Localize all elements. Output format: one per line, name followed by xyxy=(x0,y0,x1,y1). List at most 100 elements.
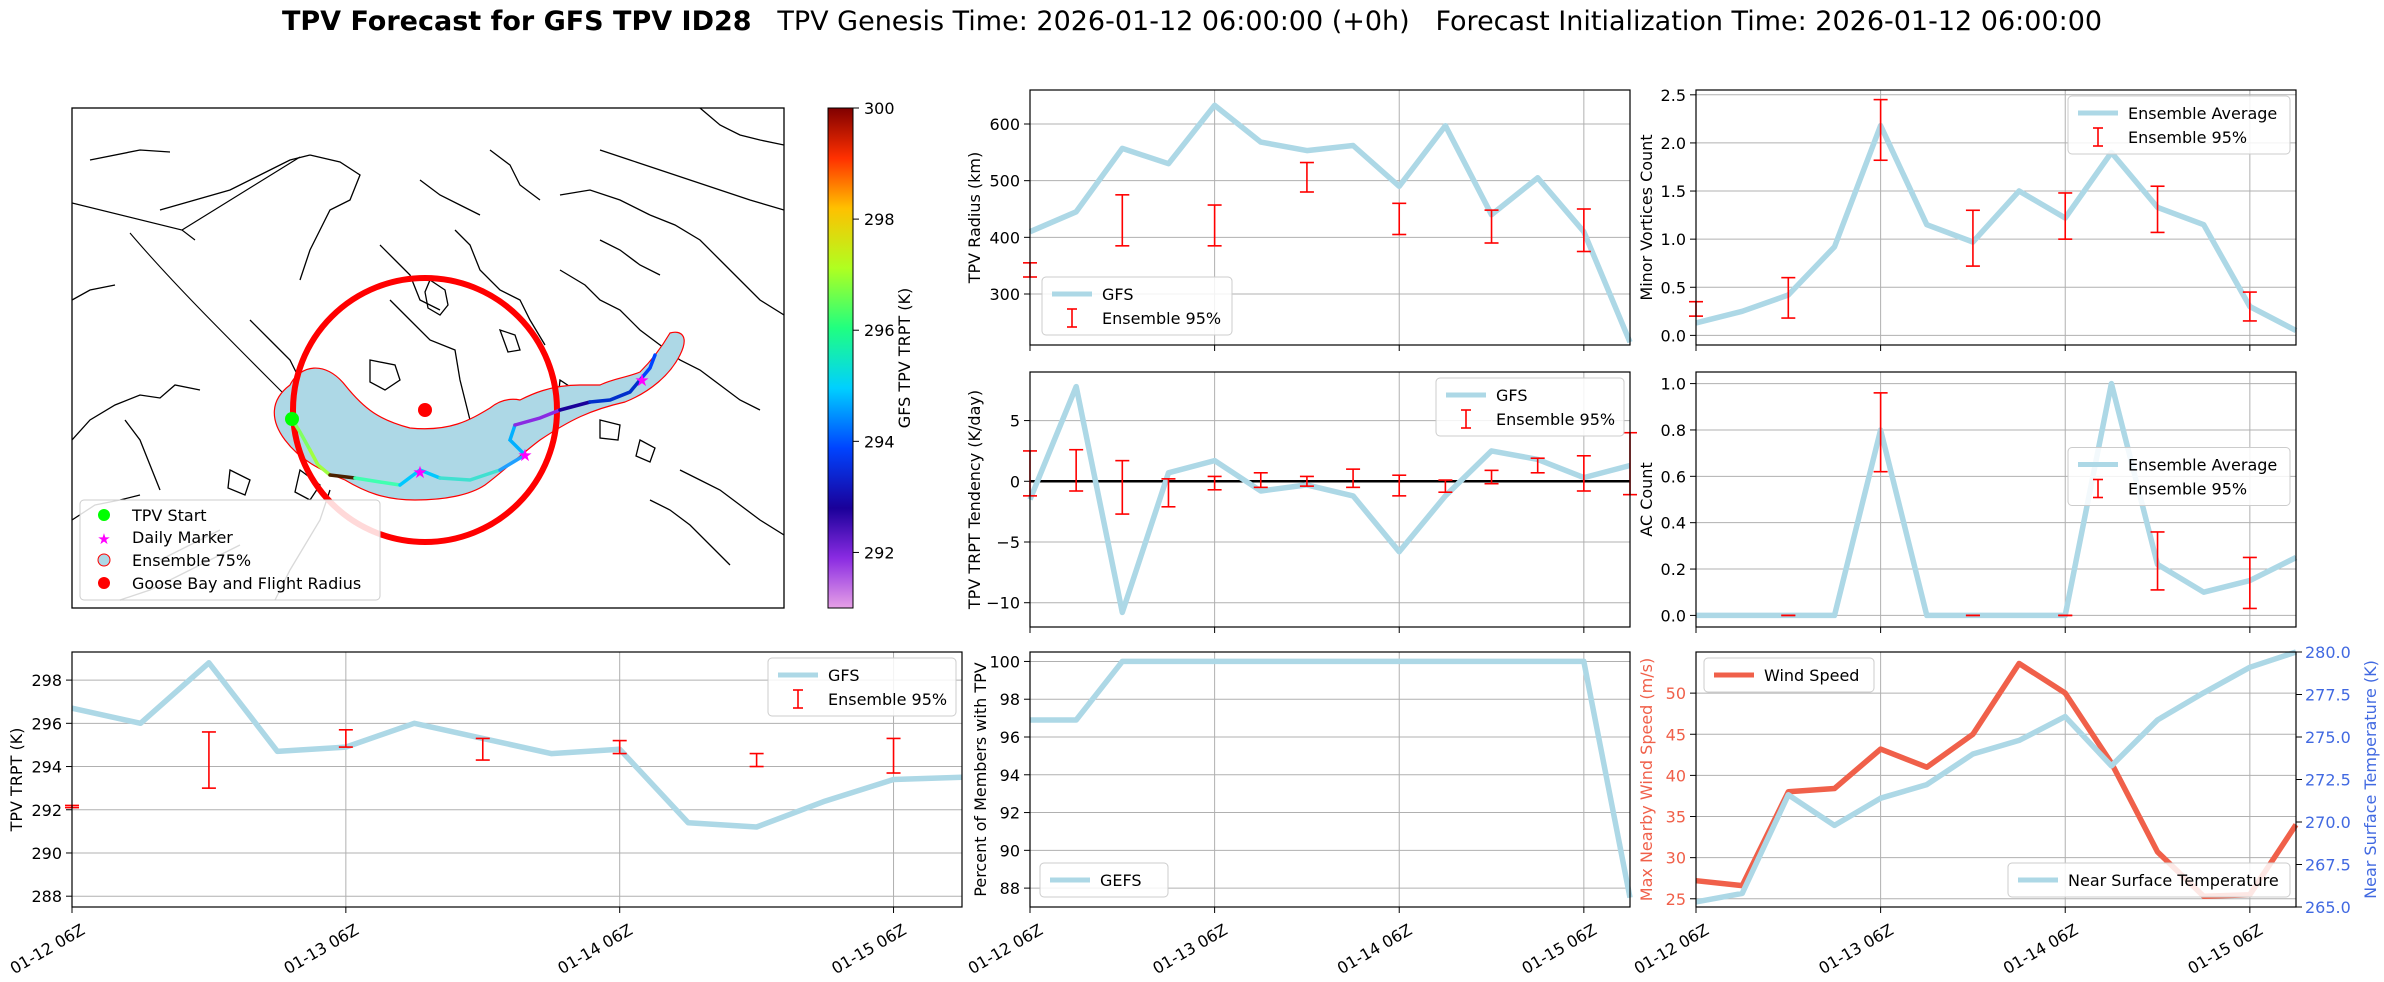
ac-errorbar xyxy=(2150,531,2165,591)
wind-ytick-label: 40 xyxy=(1666,766,1686,785)
percent-xtick-label: 01-13 06Z xyxy=(1149,920,1230,978)
minor-errorbar xyxy=(1965,209,1980,267)
radius-chart: 300 400 500 600 TPV Radius (km) GFS Ensemble 9… xyxy=(965,89,1633,351)
tendency-errorbar xyxy=(1438,479,1453,494)
trpt-errorbar xyxy=(338,728,353,748)
tendency-chart: −10 −5 0 5 TPV TRPT Tendency (K/day) GFS Ensem… xyxy=(965,371,1637,633)
tendency-ytick-label: 0 xyxy=(1010,472,1020,491)
percent-chart: 88 90 92 94 96 98 100 01-12 06Z 01-13 06Z 01-14 0… xyxy=(965,651,1633,978)
wind-legend: Near Surface Temperature xyxy=(2007,862,2291,898)
radius-errorbar xyxy=(1207,204,1222,247)
colorbar-tick-label: 296 xyxy=(864,321,895,340)
trpt-legend-label: GFS xyxy=(828,666,859,685)
wind-ylabel: Max Nearby Wind Speed (m/s) xyxy=(1637,658,1656,901)
map-legend-goosebay: Goose Bay and Flight Radius xyxy=(132,574,361,593)
percent-ytick-label: 94 xyxy=(1000,766,1020,785)
wind-xtick-label: 01-13 06Z xyxy=(1815,920,1896,978)
minor-legend: Ensemble Average Ensemble 95% xyxy=(2067,95,2291,155)
trpt-errorbar xyxy=(749,752,764,768)
wind-ytick-label: 30 xyxy=(1666,849,1686,868)
minor-ytick-label: 0.5 xyxy=(1661,278,1686,297)
radius-errorbar xyxy=(1576,208,1591,253)
percent-ytick-label: 88 xyxy=(1000,879,1020,898)
tendency-ytick-label: 5 xyxy=(1010,412,1020,431)
tendency-legend-label: GFS xyxy=(1496,386,1527,405)
percent-legend-box xyxy=(1039,862,1169,898)
wind-ytick-label: 50 xyxy=(1666,684,1686,703)
tendency-errorbar xyxy=(1392,474,1407,497)
wind-series-1-line xyxy=(1695,649,2297,905)
radius-ylabel: TPV Radius (km) xyxy=(965,152,984,285)
tendency-errorbar xyxy=(1253,471,1268,489)
tendency-frame xyxy=(1029,371,1631,628)
goose-bay-marker xyxy=(418,403,432,417)
figure-title-main: TPV Forecast for GFS TPV ID28 xyxy=(281,6,752,37)
ac-ytick-label: 1.0 xyxy=(1661,375,1686,394)
radius-ytick-label: 300 xyxy=(989,285,1020,304)
minor-chart: 0.0 0.5 1.0 1.5 2.0 2.5 Minor Vortices Count En… xyxy=(1637,86,2298,351)
ac-ytick-label: 0.6 xyxy=(1661,467,1686,486)
wind-y2tick-label: 270.0 xyxy=(2305,813,2351,832)
ac-legend-label: Ensemble 95% xyxy=(2128,480,2247,499)
minor-ytick-label: 0.0 xyxy=(1661,326,1686,345)
minor-ytick-label: 1.5 xyxy=(1661,182,1686,201)
percent-ytick-label: 96 xyxy=(1000,728,1020,747)
trpt-errorbar xyxy=(612,739,627,755)
wind-xtick-label: 01-12 06Z xyxy=(1631,920,1712,978)
ac-legend: Ensemble Average Ensemble 95% xyxy=(2067,447,2291,506)
minor-errorbar xyxy=(1873,98,1888,162)
tendency-ytick-label: −10 xyxy=(986,594,1020,613)
tendency-errorbar xyxy=(1346,468,1361,489)
legend-daily-icon: ★ xyxy=(97,530,110,548)
ac-frame xyxy=(1695,371,2297,628)
percent-ytick-label: 92 xyxy=(1000,804,1020,823)
map-legend-start: TPV Start xyxy=(131,506,207,525)
trpt-errorbar xyxy=(886,737,901,774)
trpt-legend: GFS Ensemble 95% xyxy=(767,657,957,717)
colorbar-tick-label: 294 xyxy=(864,432,895,451)
legend-goosebay-icon xyxy=(98,577,110,589)
daily-marker-2: ★ xyxy=(517,446,532,466)
radius-legend-label: GFS xyxy=(1102,285,1133,304)
percent-legend-label: GEFS xyxy=(1100,871,1142,890)
ac-series-0-line xyxy=(1696,380,2298,619)
daily-marker-1: ★ xyxy=(412,463,427,483)
tendency-legend: GFS Ensemble 95% xyxy=(1435,377,1625,437)
radius-ytick-label: 500 xyxy=(989,172,1020,191)
minor-errorbar xyxy=(1781,276,1796,319)
wind-ytick-label: 25 xyxy=(1666,890,1686,909)
colorbar-tick-label: 292 xyxy=(864,543,895,562)
trpt-frame xyxy=(71,651,963,908)
trpt-ytick-label: 290 xyxy=(31,844,62,863)
percent-xtick-label: 01-15 06Z xyxy=(1519,920,1600,978)
minor-ytick-label: 2.0 xyxy=(1661,134,1686,153)
ac-ytick-label: 0.4 xyxy=(1661,514,1686,533)
tendency-errorbar xyxy=(1484,469,1499,485)
ac-chart: 0.0 0.2 0.4 0.6 0.8 1.0 AC Count Ensemble Avera… xyxy=(1637,371,2298,633)
minor-legend-label: Ensemble 95% xyxy=(2128,128,2247,147)
wind-xtick-label: 01-15 06Z xyxy=(2185,920,2266,978)
colorbar-tick-label: 300 xyxy=(864,99,895,118)
ac-ytick-label: 0.0 xyxy=(1661,606,1686,625)
tpv-track xyxy=(290,353,657,487)
tendency-errorbar xyxy=(1530,457,1545,474)
trpt-xtick-label: 01-15 06Z xyxy=(828,920,909,978)
map-legend: TPV Start ★ Daily Marker Ensemble 75% Go… xyxy=(79,499,381,601)
daily-marker-3: ★ xyxy=(634,371,649,391)
radius-ytick-label: 400 xyxy=(989,228,1020,247)
radius-errorbar xyxy=(1299,161,1314,193)
ac-ylabel: AC Count xyxy=(1637,462,1656,536)
trpt-ytick-label: 294 xyxy=(31,758,62,777)
map-legend-ensemble: Ensemble 75% xyxy=(132,551,251,570)
minor-ytick-label: 1.0 xyxy=(1661,230,1686,249)
minor-legend-label: Ensemble Average xyxy=(2128,104,2277,123)
percent-ytick-label: 90 xyxy=(1000,841,1020,860)
percent-xtick-label: 01-12 06Z xyxy=(965,920,1046,978)
minor-ylabel: Minor Vortices Count xyxy=(1637,134,1656,300)
trpt-series-0-line xyxy=(71,660,963,830)
wind-y2label: Near Surface Temperature (K) xyxy=(2361,660,2380,899)
radius-frame xyxy=(1029,89,1631,346)
minor-legend-box xyxy=(2067,95,2291,155)
tendency-ytick-label: −5 xyxy=(996,533,1020,552)
colorbar-tick-label: 298 xyxy=(864,210,895,229)
